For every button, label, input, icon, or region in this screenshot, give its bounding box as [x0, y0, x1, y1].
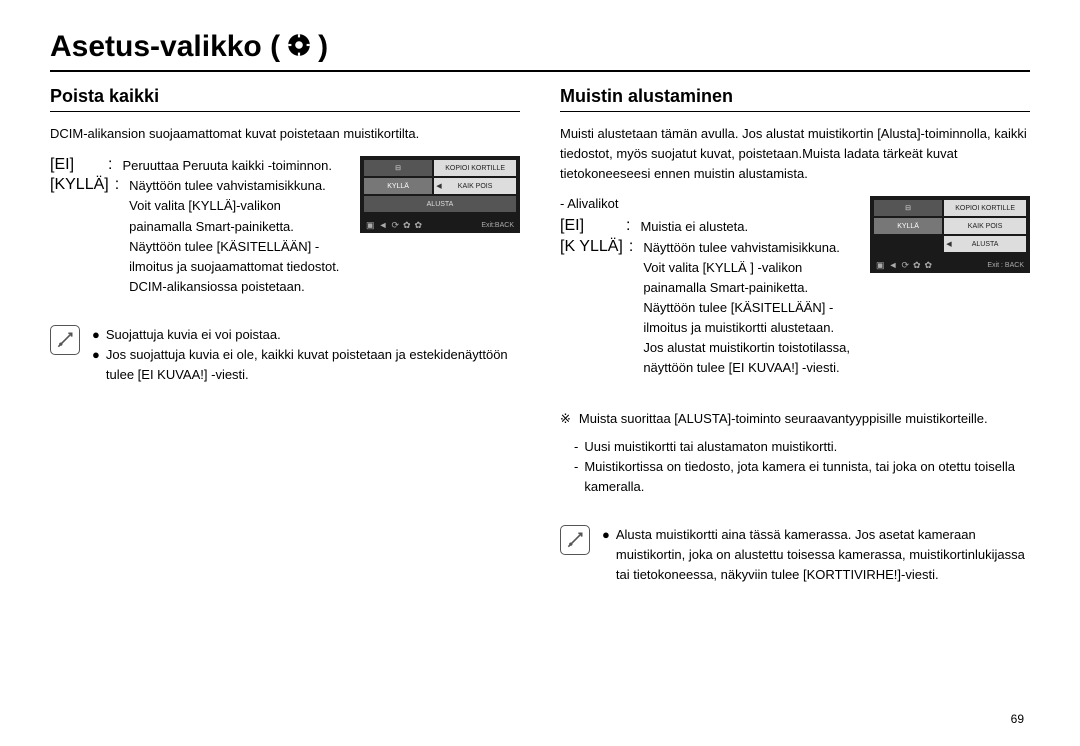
ui-exit-label: Exit:BACK	[481, 222, 514, 229]
ui-cell: ALUSTA	[944, 236, 1026, 252]
ei-label: [EI]	[560, 217, 620, 235]
right-intro: Muisti alustetaan tämän avulla. Jos alus…	[560, 124, 1030, 184]
ui-cell: ALUSTA	[364, 196, 516, 212]
colon: :	[108, 156, 112, 174]
left-heading: Poista kaikki	[50, 86, 520, 112]
ei-desc: Muistia ei alusteta.	[640, 217, 856, 237]
ei-desc: Peruuttaa Peruuta kaikki -toiminnon.	[122, 156, 346, 176]
note-text: Jos suojattuja kuvia ei ole, kaikki kuva…	[106, 345, 520, 385]
page-title-close: )	[318, 30, 328, 64]
bullet-dot: ●	[92, 325, 100, 345]
colon: :	[115, 176, 119, 194]
camera-lcd-preview-right: ⊟ KOPIOI KORTILLE KYLLÄ KAIK POIS ALUSTA…	[870, 196, 1030, 273]
kylla-label: [K YLLÄ]	[560, 238, 623, 256]
note-icon	[560, 525, 590, 555]
settings-gear-icon	[286, 32, 312, 63]
dash: -	[574, 437, 578, 457]
ui-exit-label: Exit : BACK	[987, 262, 1024, 269]
left-column: Poista kaikki DCIM-alikansion suojaamatt…	[50, 86, 520, 586]
page-number: 69	[1011, 712, 1024, 726]
note-text: Suojattuja kuvia ei voi poistaa.	[106, 325, 281, 345]
colon: :	[629, 238, 633, 256]
note-icon	[50, 325, 80, 355]
ui-cell: KYLLÄ	[364, 178, 432, 194]
kylla-label: [KYLLÄ]	[50, 176, 109, 194]
dash: -	[574, 457, 578, 497]
left-intro: DCIM-alikansion suojaamattomat kuvat poi…	[50, 124, 520, 144]
ui-footer-icons: ▣◄⟳✿✿	[876, 260, 932, 271]
page-title: Asetus-valikko (	[50, 30, 280, 64]
ui-cell: KAIK POIS	[434, 178, 516, 194]
ui-cell: KOPIOI KORTILLE	[944, 200, 1026, 216]
colon: :	[626, 217, 630, 235]
bullet-dot: ●	[602, 525, 610, 585]
ui-cell: KAIK POIS	[944, 218, 1026, 234]
ui-cell-blank	[874, 236, 942, 252]
ui-cell: KYLLÄ	[874, 218, 942, 234]
ui-cell: ⊟	[874, 200, 942, 216]
camera-lcd-preview-left: ⊟ KOPIOI KORTILLE KYLLÄ KAIK POIS ALUSTA…	[360, 156, 520, 233]
alivalikot-label: - Alivalikot	[560, 196, 856, 211]
dash-text: Uusi muistikortti tai alustamaton muisti…	[584, 437, 837, 457]
ui-cell: KOPIOI KORTILLE	[434, 160, 516, 176]
ui-footer-icons: ▣◄⟳✿✿	[366, 220, 422, 231]
page-title-row: Asetus-valikko ( )	[50, 30, 1030, 72]
ei-label: [EI]	[50, 156, 102, 174]
ui-cell: ⊟	[364, 160, 432, 176]
note-text: Alusta muistikortti aina tässä kamerassa…	[616, 525, 1030, 585]
kylla-desc: Näyttöön tulee vahvistamisikkuna. Voit v…	[643, 238, 856, 379]
kylla-desc: Näyttöön tulee vahvistamisikkuna. Voit v…	[129, 176, 346, 297]
right-heading: Muistin alustaminen	[560, 86, 1030, 112]
square-bullet-icon: ※	[560, 409, 571, 429]
bullet-dot: ●	[92, 345, 100, 385]
right-column: Muistin alustaminen Muisti alustetaan tä…	[560, 86, 1030, 586]
square-bullet-text: Muista suorittaa [ALUSTA]-toiminto seura…	[579, 409, 988, 429]
dash-text: Muistikortissa on tiedosto, jota kamera …	[584, 457, 1030, 497]
